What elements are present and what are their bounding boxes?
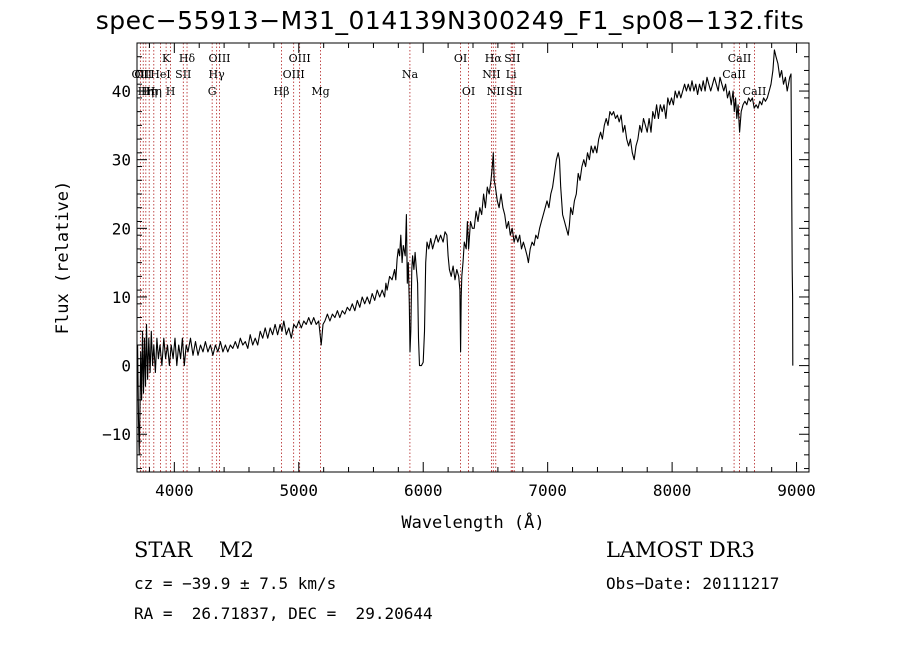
line-label-25: SII xyxy=(506,85,522,98)
line-label-7: H xyxy=(166,85,176,98)
line-label-24: SII xyxy=(504,52,520,65)
line-label-18: OI xyxy=(454,52,467,65)
line-label-16: Mg xyxy=(311,85,329,98)
line-label-0: OII xyxy=(132,68,150,81)
line-label-17: Na xyxy=(402,68,419,81)
x-tick-label-7000: 7000 xyxy=(528,481,567,500)
line-label-3: Hη xyxy=(141,85,157,98)
y-tick-label-0: 0 xyxy=(121,357,131,376)
line-label-21: Hα xyxy=(485,52,503,65)
y-tick-label-10: 10 xyxy=(112,288,131,307)
line-label-22: NII xyxy=(487,85,505,98)
line-labels: OIIOIIHηHηHηHeIKHSIIHδGHγOIIIHβOIIIOIIIM… xyxy=(132,52,767,98)
line-label-8: SII xyxy=(175,68,191,81)
line-label-1: OII xyxy=(134,68,152,81)
redshift-cz: cz = −39.9 ± 7.5 km/s xyxy=(134,574,337,593)
x-tick-label-9000: 9000 xyxy=(777,481,816,500)
x-tick-label-5000: 5000 xyxy=(280,481,319,500)
series-line-flux xyxy=(137,49,794,456)
spectral-line-markers xyxy=(139,43,755,472)
line-label-12: OIII xyxy=(208,52,230,65)
line-label-4: Hη xyxy=(146,85,162,98)
y-tick-label-30: 30 xyxy=(112,151,131,170)
line-label-13: Hβ xyxy=(274,85,290,98)
line-label-28: CaII xyxy=(743,85,767,98)
plot-frame xyxy=(136,42,810,473)
x-tick-label-6000: 6000 xyxy=(404,481,443,500)
line-label-2: Hη xyxy=(138,85,154,98)
ra-dec: RA = 26.71837, DEC = 29.20644 xyxy=(134,604,433,623)
line-label-10: G xyxy=(208,85,217,98)
line-label-26: CaII xyxy=(722,68,746,81)
y-axis-label: Flux (relative) xyxy=(53,181,73,335)
line-label-14: OIII xyxy=(283,68,305,81)
series-layer xyxy=(137,49,794,456)
line-label-19: OI xyxy=(462,85,475,98)
x-tick-label-4000: 4000 xyxy=(155,481,194,500)
axis-ticks: 4000 5000 6000 7000 8000 9000 −10 0 10 20 30 40 xyxy=(102,43,816,500)
line-label-20: NII xyxy=(482,68,500,81)
chart-title: spec−55913−M31_014139N300249_F1_sp08−132… xyxy=(95,6,805,35)
survey-name: LAMOST DR3 xyxy=(606,538,755,562)
line-label-11: Hγ xyxy=(209,68,226,81)
object-subclass: M2 xyxy=(218,538,254,562)
y-tick-label--10: −10 xyxy=(102,425,131,444)
object-class: STAR xyxy=(134,538,193,562)
y-tick-label-20: 20 xyxy=(112,219,131,238)
object-type: STAR M2 xyxy=(134,538,254,562)
line-label-23: Li xyxy=(506,68,517,81)
y-tick-label-40: 40 xyxy=(112,82,131,101)
line-label-15: OIII xyxy=(289,52,311,65)
line-label-6: K xyxy=(162,52,171,65)
obs-date: Obs−Date: 20111217 xyxy=(606,574,780,593)
line-label-9: Hδ xyxy=(179,52,196,65)
x-axis-label: Wavelength (Å) xyxy=(401,511,544,533)
x-tick-label-8000: 8000 xyxy=(653,481,692,500)
line-label-27: CaII xyxy=(728,52,752,65)
line-label-5: HeI xyxy=(150,68,170,81)
